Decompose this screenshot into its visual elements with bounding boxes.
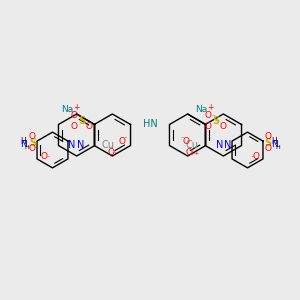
Text: S: S [264, 137, 272, 148]
Text: Na: Na [196, 105, 208, 114]
Text: O: O [71, 122, 78, 131]
Text: S: S [212, 116, 220, 126]
Text: H: H [272, 137, 278, 146]
Text: O: O [41, 152, 48, 161]
Text: H: H [20, 137, 26, 146]
Text: Cu: Cu [101, 140, 115, 150]
Text: +: + [73, 103, 80, 112]
Text: O: O [264, 132, 272, 141]
Text: ⁻: ⁻ [46, 155, 50, 161]
Text: S: S [78, 116, 85, 126]
Text: Cu: Cu [185, 140, 199, 150]
Text: N: N [77, 140, 84, 150]
Text: ⁻: ⁻ [124, 137, 127, 143]
Text: O: O [220, 122, 227, 131]
Text: Na: Na [61, 105, 74, 114]
Text: N: N [216, 140, 223, 150]
Text: ⁻: ⁻ [76, 115, 80, 121]
Text: ⁻: ⁻ [113, 151, 116, 157]
Text: H: H [276, 145, 280, 150]
Text: O: O [185, 148, 193, 157]
Text: ⁻: ⁻ [211, 115, 215, 121]
Text: O: O [29, 132, 36, 141]
Text: +: + [207, 103, 214, 112]
Text: O: O [107, 148, 115, 157]
Text: N: N [20, 140, 27, 149]
Text: O: O [86, 122, 93, 131]
Text: O: O [264, 144, 272, 153]
Text: ⁻: ⁻ [250, 155, 254, 161]
Text: O: O [205, 122, 212, 131]
Text: S: S [29, 137, 36, 148]
Text: N: N [68, 140, 76, 150]
Text: N: N [271, 140, 278, 149]
Text: O: O [252, 152, 259, 161]
Text: H: H [25, 145, 29, 150]
Text: O: O [182, 137, 190, 146]
Text: O: O [71, 111, 78, 120]
Text: O: O [29, 144, 36, 153]
Text: O: O [205, 111, 212, 120]
Text: O: O [118, 137, 125, 146]
Text: ⁻: ⁻ [181, 137, 184, 143]
Text: N: N [224, 140, 232, 150]
Text: HN: HN [142, 119, 158, 129]
Text: ++: ++ [190, 152, 200, 156]
